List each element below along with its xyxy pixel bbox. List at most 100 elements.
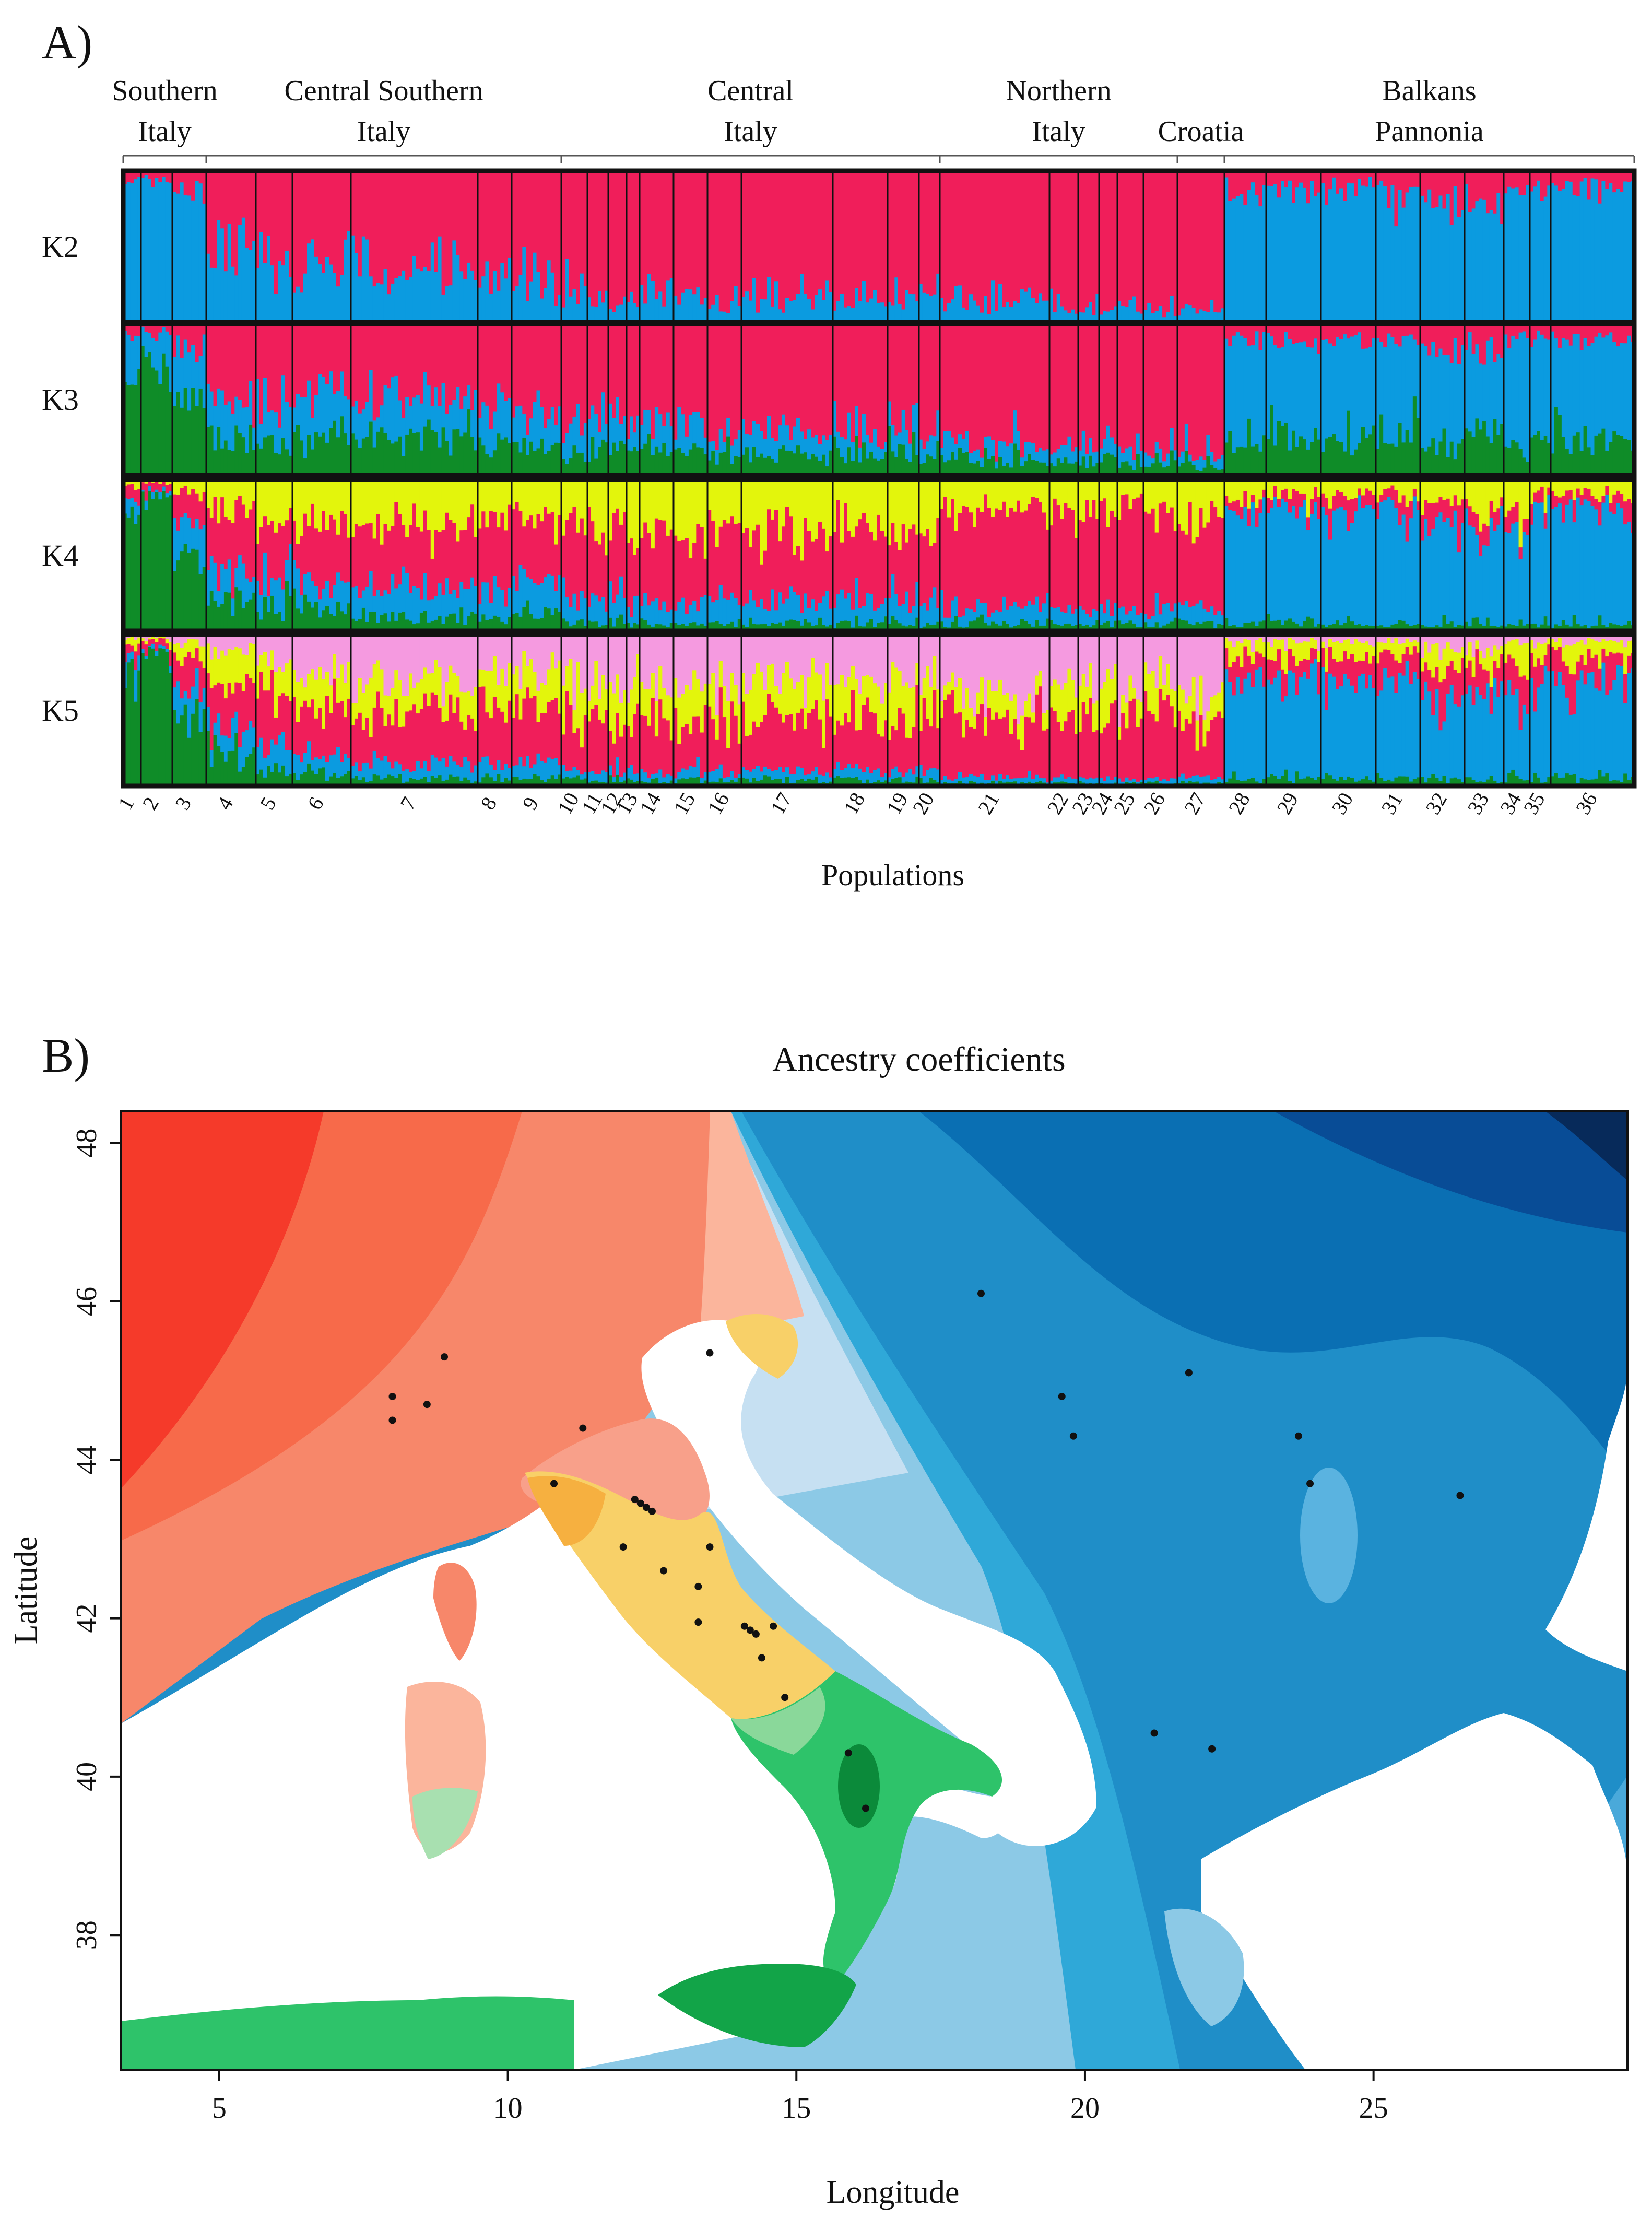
ancestry-segment-red: [1623, 171, 1627, 182]
ancestry-segment-blue: [1162, 604, 1166, 626]
ancestry-segment-blue: [322, 273, 326, 323]
ancestry-segment-red: [500, 171, 505, 263]
ancestry-segment-blue: [1188, 607, 1193, 624]
ancestry-segment-red: [547, 324, 551, 420]
ancestry-segment-blue: [1376, 519, 1380, 626]
ancestry-segment-red: [165, 171, 169, 182]
ancestry-segment-red: [1006, 517, 1010, 611]
ancestry-segment-blue: [1299, 182, 1303, 323]
ancestry-segment-blue: [829, 292, 833, 323]
ancestry-segment-yellow: [888, 692, 892, 740]
ancestry-segment-green: [278, 772, 282, 787]
ancestry-segment-red: [449, 171, 453, 286]
ancestry-segment-yellow: [1401, 479, 1406, 496]
ancestry-segment-blue: [544, 762, 548, 782]
ancestry-segment-red: [1277, 171, 1281, 198]
ancestry-segment-green: [1365, 438, 1369, 476]
ancestry-segment-blue: [796, 294, 800, 323]
ancestry-segment-blue: [347, 399, 351, 445]
ancestry-segment-yellow: [365, 479, 370, 524]
ancestry-segment-yellow: [894, 479, 899, 542]
ancestry-segment-green: [241, 608, 246, 631]
ancestry-segment-blue: [391, 377, 395, 444]
ancestry-segment-blue: [1191, 308, 1196, 323]
ancestry-segment-blue: [383, 269, 388, 323]
ancestry-segment-blue: [958, 285, 962, 323]
ancestry-segment-yellow: [227, 479, 232, 520]
ancestry-segment-green: [267, 612, 271, 631]
ancestry-segment-pink: [318, 635, 322, 668]
ancestry-segment-yellow: [492, 479, 497, 513]
ancestry-segment-blue: [969, 609, 973, 622]
ancestry-segment-green: [1579, 451, 1584, 476]
ancestry-segment-blue: [1081, 312, 1085, 323]
ancestry-segment-red: [636, 324, 640, 416]
ancestry-segment-green: [908, 462, 913, 476]
ancestry-segment-green: [434, 619, 439, 631]
ancestry-segment-blue: [901, 409, 905, 445]
ancestry-segment-blue: [1121, 306, 1125, 323]
ancestry-segment-green: [376, 775, 381, 787]
ancestry-segment-blue: [869, 594, 874, 620]
ancestry-segment-blue: [1409, 518, 1413, 627]
ancestry-segment-blue: [855, 578, 859, 616]
ancestry-segment-yellow: [1166, 479, 1171, 514]
ancestry-segment-green: [1394, 624, 1399, 631]
ancestry-segment-pink: [481, 635, 486, 670]
ancestry-segment-yellow: [307, 479, 311, 527]
ancestry-segment-blue: [1601, 337, 1606, 429]
ancestry-segment-blue: [782, 603, 786, 627]
ancestry-segment-green: [158, 384, 162, 476]
group-label: Northern: [1006, 75, 1111, 107]
ancestry-segment-pink: [715, 635, 719, 716]
ancestry-segment-blue: [372, 286, 377, 323]
ancestry-segment-red: [785, 507, 789, 600]
ancestry-segment-blue: [1515, 339, 1519, 443]
ancestry-segment-red: [908, 324, 913, 444]
ancestry-segment-green: [1533, 435, 1537, 476]
ancestry-segment-red: [1202, 171, 1207, 312]
ancestry-segment-yellow: [1151, 479, 1155, 509]
ancestry-segment-blue: [1537, 330, 1541, 432]
ancestry-segment-blue: [1136, 433, 1140, 454]
ancestry-segment-red: [526, 687, 530, 756]
ancestry-segment-blue: [737, 430, 742, 457]
ancestry-segment-yellow: [1255, 479, 1259, 509]
ancestry-segment-yellow: [756, 479, 760, 525]
ancestry-segment-blue: [858, 447, 863, 463]
ancestry-segment-green: [126, 385, 131, 476]
ancestry-segment-red: [1496, 508, 1501, 525]
ancestry-segment-blue: [591, 593, 595, 623]
ancestry-segment-yellow: [763, 689, 768, 715]
ancestry-segment-blue: [259, 232, 264, 323]
ancestry-segment-blue: [1609, 511, 1613, 624]
ancestry-segment-yellow: [220, 479, 225, 498]
ancestry-segment-blue: [651, 439, 655, 456]
ancestry-segment-pink: [245, 635, 250, 656]
ancestry-segment-green: [1576, 432, 1580, 476]
ancestry-segment-red: [1128, 171, 1133, 300]
group-label: Central Southern: [284, 75, 483, 107]
ancestry-segment-green: [333, 420, 337, 476]
ancestry-segment-green: [572, 777, 577, 787]
ancestry-segment-blue: [1431, 528, 1435, 627]
ancestry-segment-blue: [943, 431, 948, 463]
ancestry-segment-yellow: [894, 667, 899, 731]
ancestry-segment-yellow: [274, 672, 278, 718]
ancestry-segment-blue: [478, 604, 482, 623]
ancestry-segment-blue: [137, 177, 141, 323]
ancestry-segment-yellow: [643, 479, 648, 523]
ancestry-segment-blue: [1247, 190, 1252, 323]
ancestry-segment-green: [822, 625, 826, 631]
ancestry-segment-yellow: [223, 655, 228, 699]
ancestry-segment-green: [1350, 455, 1354, 476]
ancestry-segment-green: [796, 621, 800, 631]
ancestry-segment-green: [1336, 441, 1340, 476]
ancestry-segment-yellow: [241, 479, 246, 506]
ancestry-segment-yellow: [1551, 479, 1555, 492]
ancestry-segment-blue: [616, 594, 620, 618]
ancestry-segment-blue: [1166, 603, 1171, 624]
ancestry-segment-red: [1457, 171, 1461, 218]
ancestry-segment-red: [398, 324, 402, 401]
ancestry-segment-red: [522, 698, 526, 767]
